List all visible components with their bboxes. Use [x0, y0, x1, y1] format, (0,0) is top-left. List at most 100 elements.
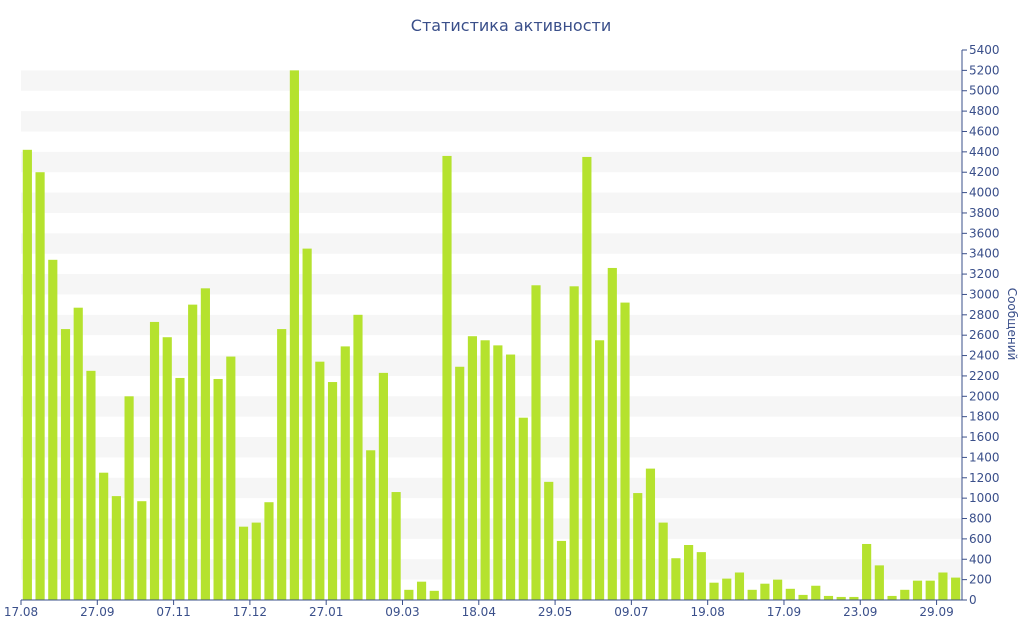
axes: 0 200 400 600 800 1000 1200 1400 1600 1800 2000 220…	[4, 43, 1000, 619]
y-tick-label: 4200	[969, 165, 1000, 179]
x-tick-label: 09.07	[614, 605, 648, 619]
bar	[544, 481, 554, 600]
bar	[327, 382, 338, 600]
bar	[111, 496, 121, 600]
bar	[493, 345, 503, 600]
bar	[798, 594, 808, 600]
grid-band	[21, 192, 962, 213]
y-tick-label: 4400	[969, 145, 1000, 159]
y-tick-label: 2000	[969, 389, 1000, 403]
y-tick-label: 2800	[969, 308, 1000, 322]
bar	[73, 307, 83, 600]
bar	[251, 522, 261, 600]
bar	[658, 522, 668, 600]
bar	[35, 172, 45, 600]
bar	[556, 540, 567, 600]
y-tick-label: 3600	[969, 226, 1000, 240]
bar	[22, 149, 32, 600]
y-tick-label: 5000	[969, 84, 1000, 98]
y-tick-label: 1200	[969, 471, 1000, 485]
y-tick-label: 1800	[969, 410, 1000, 424]
bar	[734, 572, 745, 600]
y-tick-label: 1000	[969, 491, 1000, 505]
bar	[99, 472, 109, 600]
bar	[391, 492, 401, 600]
bar	[912, 580, 923, 600]
bar	[633, 493, 643, 600]
bar	[773, 579, 783, 600]
bar	[467, 336, 478, 600]
bar	[823, 595, 834, 600]
bar	[607, 267, 617, 600]
bar	[531, 285, 541, 600]
bar	[506, 354, 516, 600]
y-tick-label: 3000	[969, 287, 1000, 301]
bar	[60, 329, 71, 600]
bar	[518, 417, 528, 600]
bar	[378, 372, 388, 600]
bar	[684, 545, 694, 600]
x-tick-label: 27.01	[309, 605, 343, 619]
bar	[569, 286, 579, 600]
bar	[188, 304, 198, 600]
y-tick-label: 5200	[969, 63, 1000, 77]
bar	[938, 572, 948, 600]
x-tick-label: 27.09	[80, 605, 114, 619]
bar	[836, 596, 846, 600]
x-tick-label: 17.08	[4, 605, 38, 619]
bar	[86, 370, 96, 600]
bar	[213, 378, 223, 600]
bar	[722, 578, 732, 600]
grid-band	[21, 151, 962, 173]
bar	[595, 340, 605, 600]
grid-band	[21, 111, 962, 132]
grid-band	[21, 437, 962, 458]
bar	[900, 589, 910, 600]
bar	[747, 589, 757, 600]
y-tick-label: 0	[969, 593, 977, 607]
y-tick-label: 200	[969, 573, 992, 587]
bar	[353, 314, 363, 600]
grid-band	[21, 396, 962, 417]
bar	[951, 577, 961, 600]
x-tick-label: 23.09	[843, 605, 877, 619]
chart-title: Статистика активности	[411, 16, 611, 35]
bar	[785, 588, 795, 600]
grid-band	[21, 355, 962, 376]
y-tick-label: 4000	[969, 186, 1000, 200]
x-tick-label: 29.09	[919, 605, 953, 619]
bar	[696, 552, 706, 600]
y-tick-label: 4800	[969, 104, 1000, 118]
grid-band	[21, 559, 962, 580]
grid-band	[21, 70, 962, 91]
grid-band	[21, 274, 962, 295]
x-tick-label: 19.08	[690, 605, 724, 619]
x-tick-label: 09.03	[385, 605, 419, 619]
bar	[366, 450, 376, 600]
bar	[404, 589, 414, 600]
bar	[175, 377, 185, 600]
y-tick-label: 5400	[969, 43, 1000, 57]
bar	[709, 582, 719, 600]
bar	[149, 321, 160, 600]
x-tick-label: 07.11	[156, 605, 190, 619]
bar	[811, 585, 821, 600]
bar	[442, 155, 452, 600]
grid-band	[21, 477, 962, 499]
y-tick-label: 2400	[969, 349, 1000, 363]
x-tick-label: 17.09	[767, 605, 801, 619]
y-tick-label: 1400	[969, 450, 1000, 464]
bar	[48, 259, 58, 600]
bar	[480, 340, 490, 600]
bar	[862, 543, 872, 600]
bar	[238, 526, 249, 600]
bar	[137, 501, 147, 600]
y-tick-label: 4600	[969, 124, 1000, 138]
bar	[315, 361, 325, 600]
y-tick-label: 1600	[969, 430, 1000, 444]
y-tick-label: 3800	[969, 206, 1000, 220]
y-tick-label: 400	[969, 552, 992, 566]
bar	[455, 366, 465, 600]
bar	[760, 583, 770, 600]
